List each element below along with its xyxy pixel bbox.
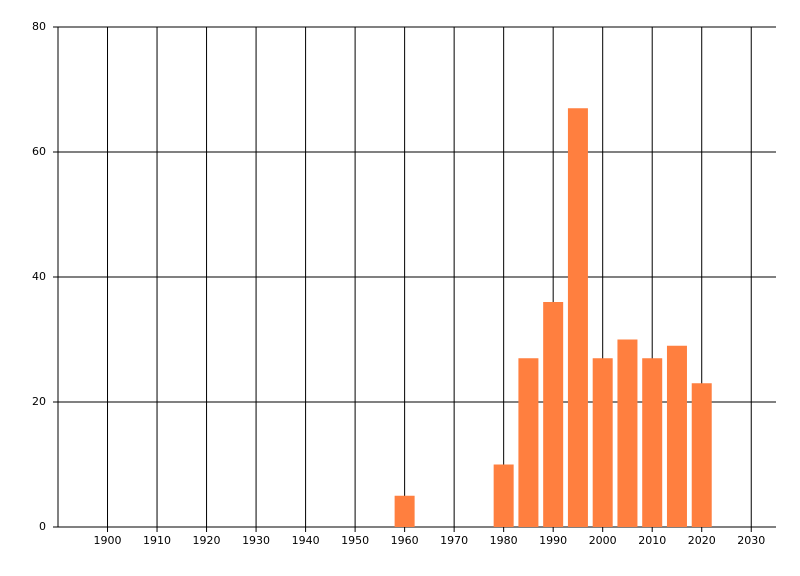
bar (691, 383, 712, 527)
x-tick-label: 1990 (539, 534, 567, 547)
x-tick-label: 1900 (94, 534, 122, 547)
x-tick-label: 1930 (242, 534, 270, 547)
bar (592, 358, 613, 527)
x-tick-label: 1980 (490, 534, 518, 547)
y-tick-label: 60 (32, 145, 46, 158)
x-tick-label: 2020 (688, 534, 716, 547)
bar (394, 495, 415, 527)
x-tick-label: 2010 (638, 534, 666, 547)
x-tick-label: 1940 (292, 534, 320, 547)
x-tick-label: 2000 (589, 534, 617, 547)
x-tick-label: 1970 (440, 534, 468, 547)
y-tick-label: 20 (32, 395, 46, 408)
y-tick-label: 40 (32, 270, 46, 283)
bar (617, 339, 638, 527)
bar (543, 302, 564, 527)
bar (567, 108, 588, 527)
bar (493, 464, 514, 527)
x-tick-label: 1920 (193, 534, 221, 547)
x-tick-label: 2030 (737, 534, 765, 547)
bar (666, 345, 687, 527)
y-tick-label: 80 (32, 20, 46, 33)
x-tick-label: 1950 (341, 534, 369, 547)
bar (518, 358, 539, 527)
x-tick-label: 1910 (143, 534, 171, 547)
y-tick-label: 0 (39, 520, 46, 533)
bar (642, 358, 663, 527)
x-tick-label: 1960 (391, 534, 419, 547)
